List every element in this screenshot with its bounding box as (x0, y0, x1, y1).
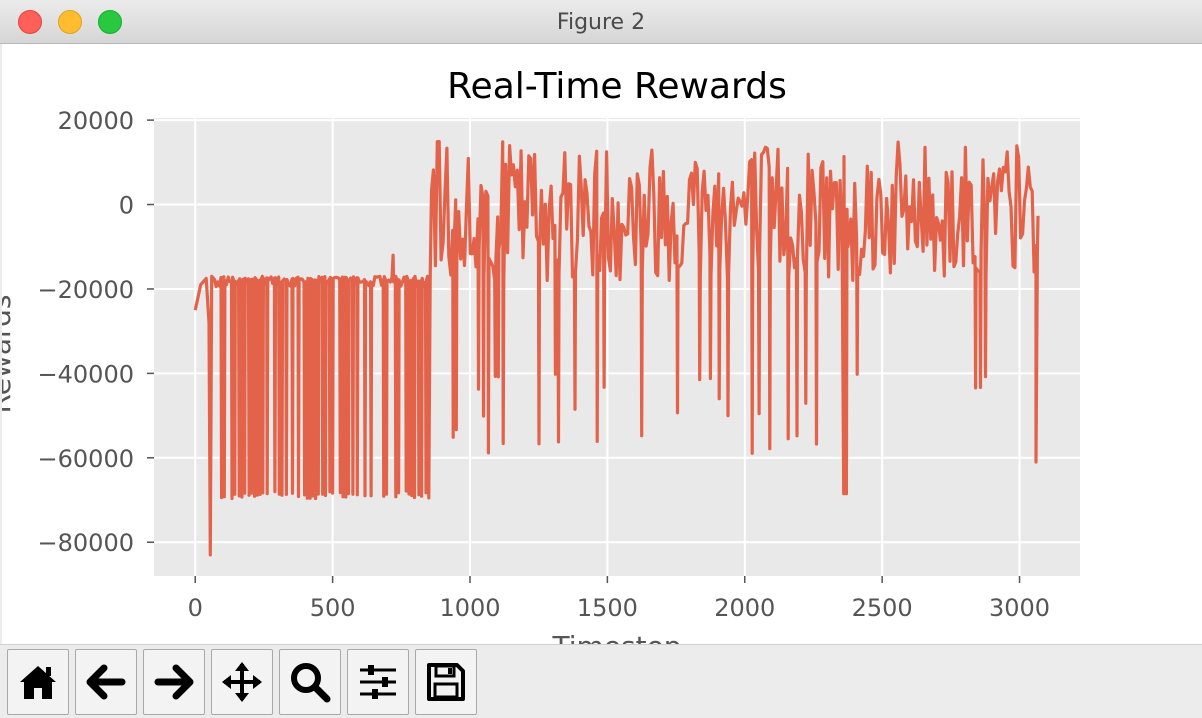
minimize-window-button[interactable] (58, 10, 82, 34)
sliders-icon (360, 665, 396, 699)
floppy-disk-icon (427, 663, 465, 701)
y-tick-label: 20000 (58, 107, 134, 135)
y-tick-label: −40000 (38, 360, 134, 388)
y-axis-label: Rewards (2, 295, 17, 414)
x-tick-label: 1000 (439, 594, 500, 622)
window-title: Figure 2 (556, 10, 646, 35)
maximize-window-button[interactable] (98, 10, 122, 34)
x-tick-label: 1500 (577, 594, 638, 622)
x-tick-label: 3000 (989, 594, 1050, 622)
series-line (193, 140, 1040, 557)
back-button[interactable] (75, 649, 137, 715)
x-axis: 0 500 1000 1500 2000 2500 3000 (188, 576, 1050, 622)
home-button[interactable] (7, 649, 69, 715)
y-tick-label: −60000 (38, 445, 134, 473)
x-tick-label: 500 (310, 594, 356, 622)
arrow-right-icon (154, 664, 194, 700)
chart-title: Real-Time Rewards (447, 66, 787, 107)
x-tick-label: 0 (188, 594, 203, 622)
zoom-button[interactable] (279, 649, 341, 715)
line-chart: Real-Time Rewards 0 500 1000 1500 2000 2500 30… (2, 66, 1080, 644)
y-tick-label: −20000 (38, 276, 134, 304)
pan-button[interactable] (211, 649, 273, 715)
y-axis: 20000 0 −20000 −40000 −60000 −80000 (38, 107, 154, 557)
x-tick-label: 2000 (714, 594, 775, 622)
configure-subplots-button[interactable] (347, 649, 409, 715)
magnifier-icon (291, 663, 331, 703)
navigation-toolbar (0, 644, 1202, 718)
figure-canvas[interactable]: Real-Time Rewards 0 500 1000 1500 2000 2500 30… (2, 44, 1202, 644)
x-tick-label: 2500 (852, 594, 913, 622)
y-tick-label: −80000 (38, 529, 134, 557)
forward-button[interactable] (143, 649, 205, 715)
x-axis-label: Timestep (551, 630, 681, 644)
arrow-left-icon (86, 664, 126, 700)
window-titlebar: Figure 2 (0, 0, 1202, 44)
move-icon (222, 662, 262, 702)
close-window-button[interactable] (18, 10, 42, 34)
y-tick-label: 0 (119, 192, 134, 220)
home-icon (20, 666, 56, 699)
series-layer (193, 140, 1040, 557)
save-button[interactable] (415, 649, 477, 715)
